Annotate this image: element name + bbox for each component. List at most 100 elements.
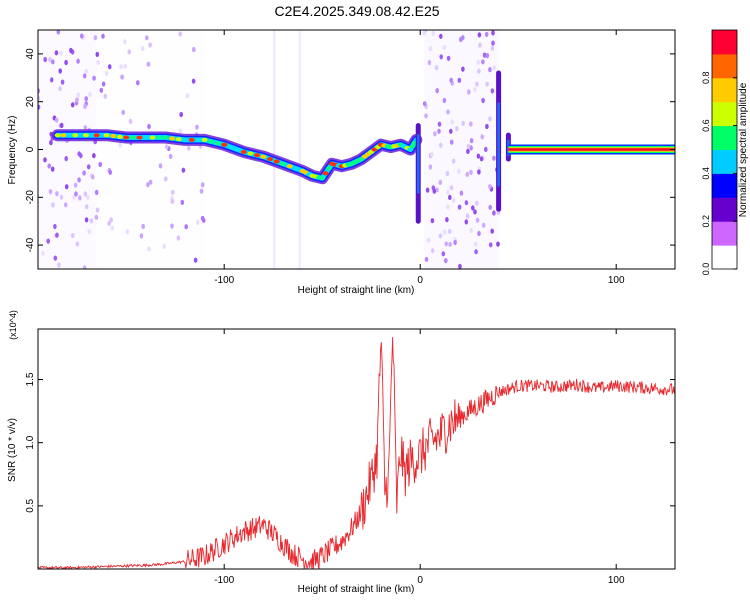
spectrogram-ridge-layer bbox=[51, 70, 675, 224]
spectrogram-noise-speckle bbox=[89, 218, 94, 224]
snr-series-line bbox=[38, 337, 675, 569]
spectrogram-noise-speckle bbox=[108, 169, 112, 175]
ridge-blob bbox=[325, 166, 332, 171]
spectrogram-noise-speckle bbox=[82, 265, 87, 269]
spectrogram-noise-speckle bbox=[87, 229, 91, 235]
spectrogram-noise-speckle bbox=[41, 250, 45, 256]
spectrogram-noise-speckle bbox=[147, 246, 151, 252]
spectrogram-noise-speckle bbox=[56, 30, 61, 35]
spectrogram-noise-speckle bbox=[424, 113, 428, 119]
spectrogram-noise-speckle bbox=[187, 145, 191, 151]
spectrogram-noise-speckle bbox=[439, 33, 443, 39]
spectrogram-noise-speckle bbox=[457, 77, 462, 83]
spectrogram-noise-speckle bbox=[119, 64, 123, 70]
spectrogram-noise-speckle bbox=[95, 207, 100, 213]
spectrogram-noise-speckle bbox=[485, 123, 489, 130]
spectrogram-noise-speckle bbox=[80, 33, 84, 39]
spectrogram-noise-speckle bbox=[75, 97, 79, 103]
ridge-blob bbox=[175, 137, 182, 142]
ridge-blob bbox=[286, 164, 293, 169]
spectrogram-noise-speckle bbox=[464, 219, 469, 225]
colorbar-cell bbox=[712, 149, 737, 174]
spectrogram-noise-speckle bbox=[439, 54, 444, 60]
spectrogram-noise-speckle bbox=[424, 256, 429, 262]
spectrogram-noise-speckle bbox=[59, 194, 64, 200]
spectrogram-noise-speckle bbox=[481, 97, 485, 104]
spectrogram-noise-speckle bbox=[445, 217, 449, 223]
spectrogram-noise-speckle bbox=[139, 233, 144, 239]
spectrogram-noise-speckle bbox=[55, 191, 59, 197]
spectrogram-noise-speckle bbox=[471, 205, 475, 211]
ridge-blob bbox=[156, 135, 163, 140]
spectrogram-noise-speckle bbox=[90, 174, 95, 180]
spectrogram-noise-speckle bbox=[59, 50, 63, 56]
spectrogram-noise-speckle bbox=[461, 120, 466, 126]
spectrogram-noise-speckle bbox=[469, 227, 474, 234]
colorbar-tick-label: 0.0 bbox=[701, 263, 711, 276]
spectrogram-noise-speckle bbox=[79, 153, 83, 159]
snr-x-tick-label: 100 bbox=[608, 575, 625, 586]
colorbar: 0.0 0.2 0.4 0.6 0.8 Normalized spectral ampl… bbox=[701, 29, 749, 276]
spectrogram-noise-speckle bbox=[473, 209, 477, 215]
spectrogram-noise-speckle bbox=[86, 194, 90, 200]
spectrogram-y-tick-label: -40 bbox=[25, 237, 36, 252]
spectrogram-noise-speckle bbox=[453, 239, 457, 246]
spectrogram-noise-speckle bbox=[162, 243, 166, 249]
spectrogram-noise-speckle bbox=[148, 42, 152, 48]
spectrogram-noise-speckle bbox=[475, 200, 479, 206]
spectrogram-noise-speckle bbox=[474, 249, 478, 255]
ridge-blob bbox=[201, 137, 208, 142]
spectrogram-noise-speckle bbox=[492, 65, 497, 71]
spectrogram-noise-speckle bbox=[141, 223, 145, 229]
snr-y-multiplier: (x10^4) bbox=[8, 310, 18, 340]
spectrogram-noise-speckle bbox=[466, 143, 471, 149]
ridge-blob bbox=[169, 136, 176, 141]
spectrogram-noise-speckle bbox=[75, 241, 80, 247]
spectrogram-noise-band bbox=[96, 30, 205, 269]
spectrogram-noise-speckle bbox=[475, 81, 479, 87]
spectrogram-noise-speckle bbox=[438, 233, 443, 239]
spectrogram-noise-speckle bbox=[488, 67, 492, 73]
spectrogram-x-tick-label: 0 bbox=[417, 275, 423, 286]
spectrogram-noise-speckle bbox=[476, 153, 481, 159]
spectrogram-y-ticks: -40 -20 0 20 40 bbox=[25, 48, 675, 252]
spectrogram-noise-speckle bbox=[141, 45, 145, 52]
spectrogram-noise-speckle bbox=[180, 199, 185, 205]
spectrogram-noise-speckle bbox=[199, 188, 204, 194]
spectrogram-noise-speckle bbox=[465, 171, 470, 177]
spectrogram-noise-speckle bbox=[477, 68, 481, 74]
colorbar-cell bbox=[712, 173, 737, 198]
spectrogram-noise-speckle bbox=[437, 128, 441, 134]
spectrogram-noise-band bbox=[424, 30, 499, 269]
spectrogram-noise-speckle bbox=[478, 42, 482, 48]
spectrogram-noise-speckle bbox=[146, 182, 150, 188]
spectrogram-noise-speckle bbox=[53, 255, 58, 261]
ridge-blob bbox=[240, 149, 247, 154]
ridge-blob bbox=[195, 137, 202, 142]
spectrogram-noise-speckle bbox=[84, 217, 89, 223]
spectrogram-noise-speckle bbox=[127, 49, 131, 55]
spectrogram-noise-speckle bbox=[168, 153, 173, 159]
spectrogram-noise-speckle bbox=[442, 44, 447, 51]
spectrogram-noise-speckle bbox=[425, 187, 430, 193]
spectrogram-noise-speckle bbox=[455, 126, 459, 132]
spectrogram-noise-speckle bbox=[491, 30, 495, 36]
spectrogram-noise-speckle bbox=[430, 151, 434, 158]
spectrogram-noise-speckle bbox=[482, 52, 487, 58]
ridge-blob bbox=[227, 145, 234, 150]
figure-title: C2E4.2025.349.08.42.E25 bbox=[274, 3, 439, 19]
colorbar-label: Normalized spectral amplitude bbox=[738, 82, 749, 217]
spectrogram-noise-speckle bbox=[432, 188, 437, 194]
spectrogram-noise-speckle bbox=[438, 179, 443, 185]
spectrogram-noise-speckle bbox=[107, 220, 111, 226]
ridge-blob bbox=[182, 137, 188, 142]
spectrogram-panel: -100 0 100 -40 -20 0 20 40 Height of straight … bbox=[7, 29, 676, 296]
spectrogram-noise-speckle bbox=[96, 59, 100, 66]
spectrogram-noise-speckle bbox=[200, 215, 205, 221]
spectrogram-noise-speckle bbox=[51, 59, 55, 65]
spectrogram-noise-speckle bbox=[146, 61, 151, 67]
spectrogram-noise-speckle bbox=[485, 53, 490, 59]
spectrogram-noise-speckle bbox=[38, 95, 41, 101]
spectrogram-noise-speckle bbox=[449, 185, 454, 191]
